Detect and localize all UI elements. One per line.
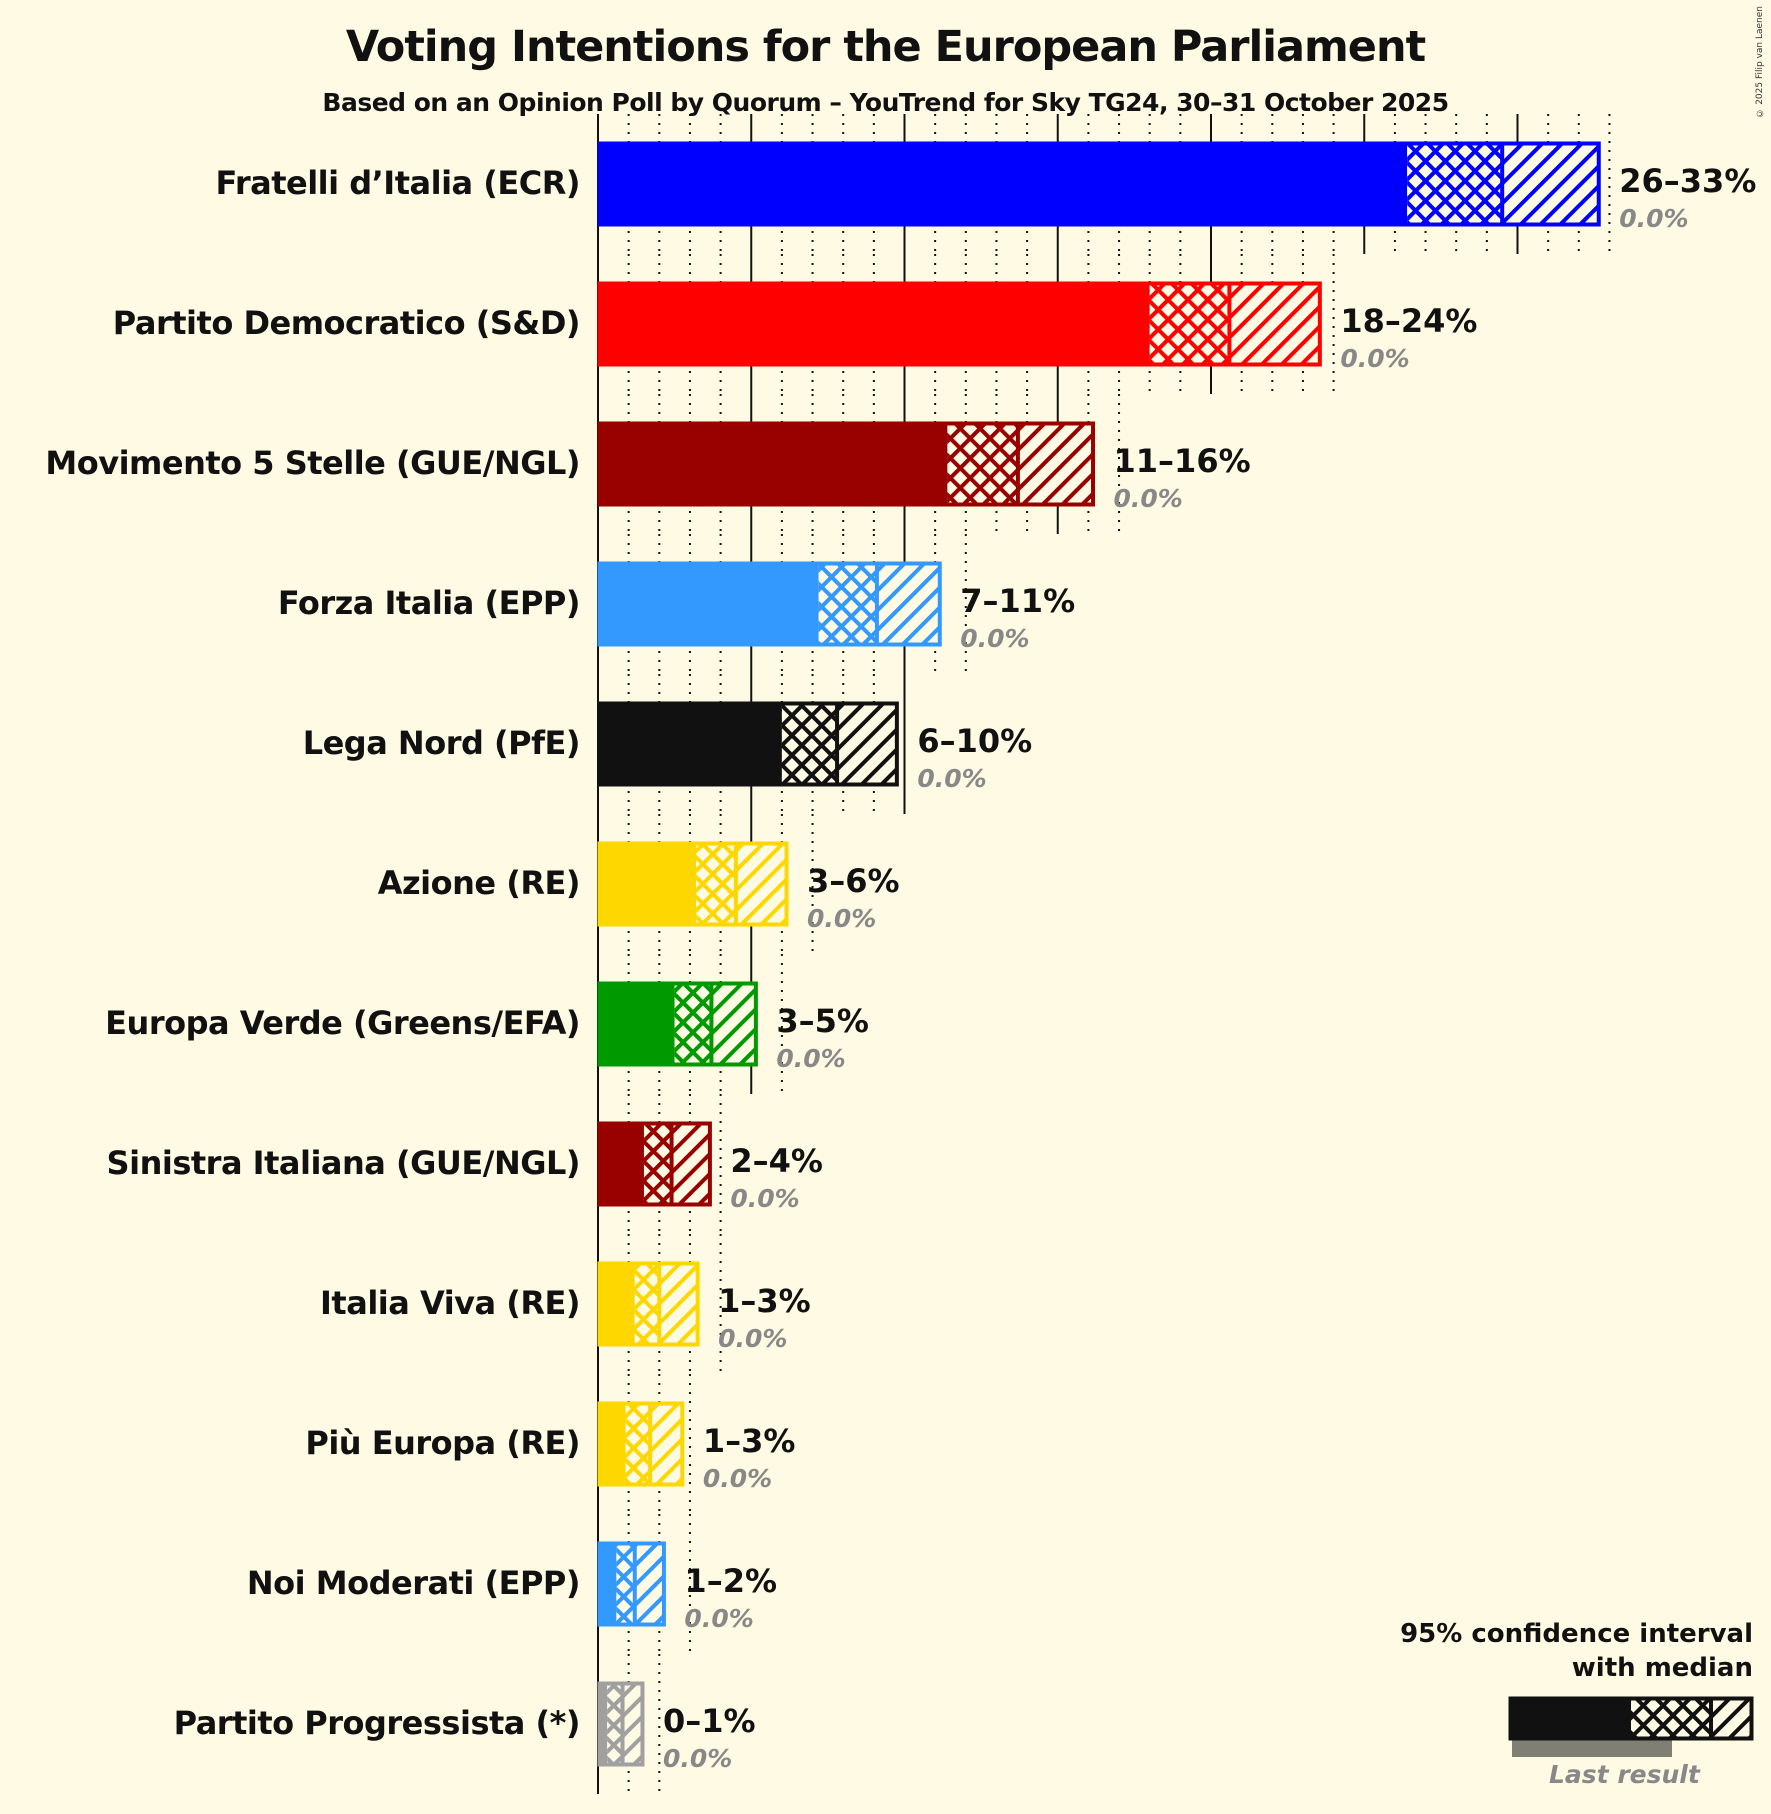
- range-label: 0–1%: [662, 1702, 756, 1740]
- bar-group: [597, 841, 789, 927]
- range-label: 3–5%: [776, 1002, 869, 1040]
- last-result-label: 0.0%: [684, 1604, 754, 1633]
- bar-group: [597, 561, 942, 647]
- range-label: 7–11%: [960, 582, 1076, 620]
- party-label: Forza Italia (EPP): [277, 584, 581, 622]
- bar-group: [597, 141, 1601, 227]
- last-result-label: 0.0%: [730, 1184, 800, 1213]
- bar-group: [597, 1541, 666, 1627]
- range-label: 6–10%: [917, 722, 1033, 760]
- range-label: 2–4%: [730, 1142, 823, 1180]
- last-result-label: 0.0%: [807, 904, 877, 933]
- bar-group: [597, 1681, 645, 1767]
- party-label: Fratelli d’Italia (ECR): [215, 164, 581, 202]
- legend-line2: with median: [1571, 1653, 1753, 1683]
- bar-group: [597, 981, 758, 1067]
- last-result-label: 0.0%: [1340, 344, 1410, 373]
- last-result-label: 0.0%: [702, 1464, 773, 1493]
- last-result-label: 0.0%: [960, 624, 1030, 653]
- legend-last-result-label: Last result: [1549, 1760, 1700, 1789]
- bar-group: [597, 1121, 712, 1207]
- party-label: Movimento 5 Stelle (GUE/NGL): [45, 444, 580, 482]
- bars: [597, 141, 1601, 1767]
- range-label: 11–16%: [1113, 442, 1251, 480]
- chart-title: Voting Intentions for the European Parli…: [345, 22, 1426, 72]
- last-result-label: 0.0%: [1113, 484, 1183, 513]
- party-label: Sinistra Italiana (GUE/NGL): [106, 1144, 581, 1182]
- range-label: 1–3%: [702, 1422, 796, 1460]
- party-label: Europa Verde (Greens/EFA): [105, 1004, 580, 1042]
- bar-group: [597, 701, 899, 787]
- party-label: Più Europa (RE): [305, 1424, 580, 1462]
- range-label: 26–33%: [1619, 162, 1757, 200]
- party-label: Azione (RE): [377, 864, 581, 902]
- bar-group: [597, 281, 1322, 367]
- party-label: Partito Democratico (S&D): [112, 304, 581, 342]
- range-label: 3–6%: [807, 862, 900, 900]
- last-result-label: 0.0%: [718, 1324, 788, 1353]
- last-result-label: 0.0%: [776, 1044, 846, 1073]
- range-label: 18–24%: [1340, 302, 1478, 340]
- party-label: Italia Viva (RE): [320, 1284, 580, 1322]
- bar-group: [597, 1401, 685, 1487]
- legend-swatch: [1508, 1696, 1754, 1757]
- last-result-label: 0.0%: [1619, 204, 1689, 233]
- range-label: 1–3%: [718, 1282, 811, 1320]
- party-label: Lega Nord (PfE): [302, 724, 581, 762]
- legend-line1: 95% confidence interval: [1400, 1619, 1753, 1649]
- party-label: Noi Moderati (EPP): [246, 1564, 581, 1602]
- chart-subtitle: Based on an Opinion Poll by Quorum – You…: [322, 88, 1449, 117]
- party-label: Partito Progressista (*): [173, 1704, 581, 1742]
- last-result-label: 0.0%: [662, 1744, 733, 1773]
- bar-group: [597, 1261, 700, 1347]
- last-result-label: 0.0%: [917, 764, 987, 793]
- legend-title: 95% confidence interval with median: [1400, 1617, 1753, 1685]
- bar-group: [597, 421, 1096, 507]
- range-label: 1–2%: [684, 1562, 778, 1600]
